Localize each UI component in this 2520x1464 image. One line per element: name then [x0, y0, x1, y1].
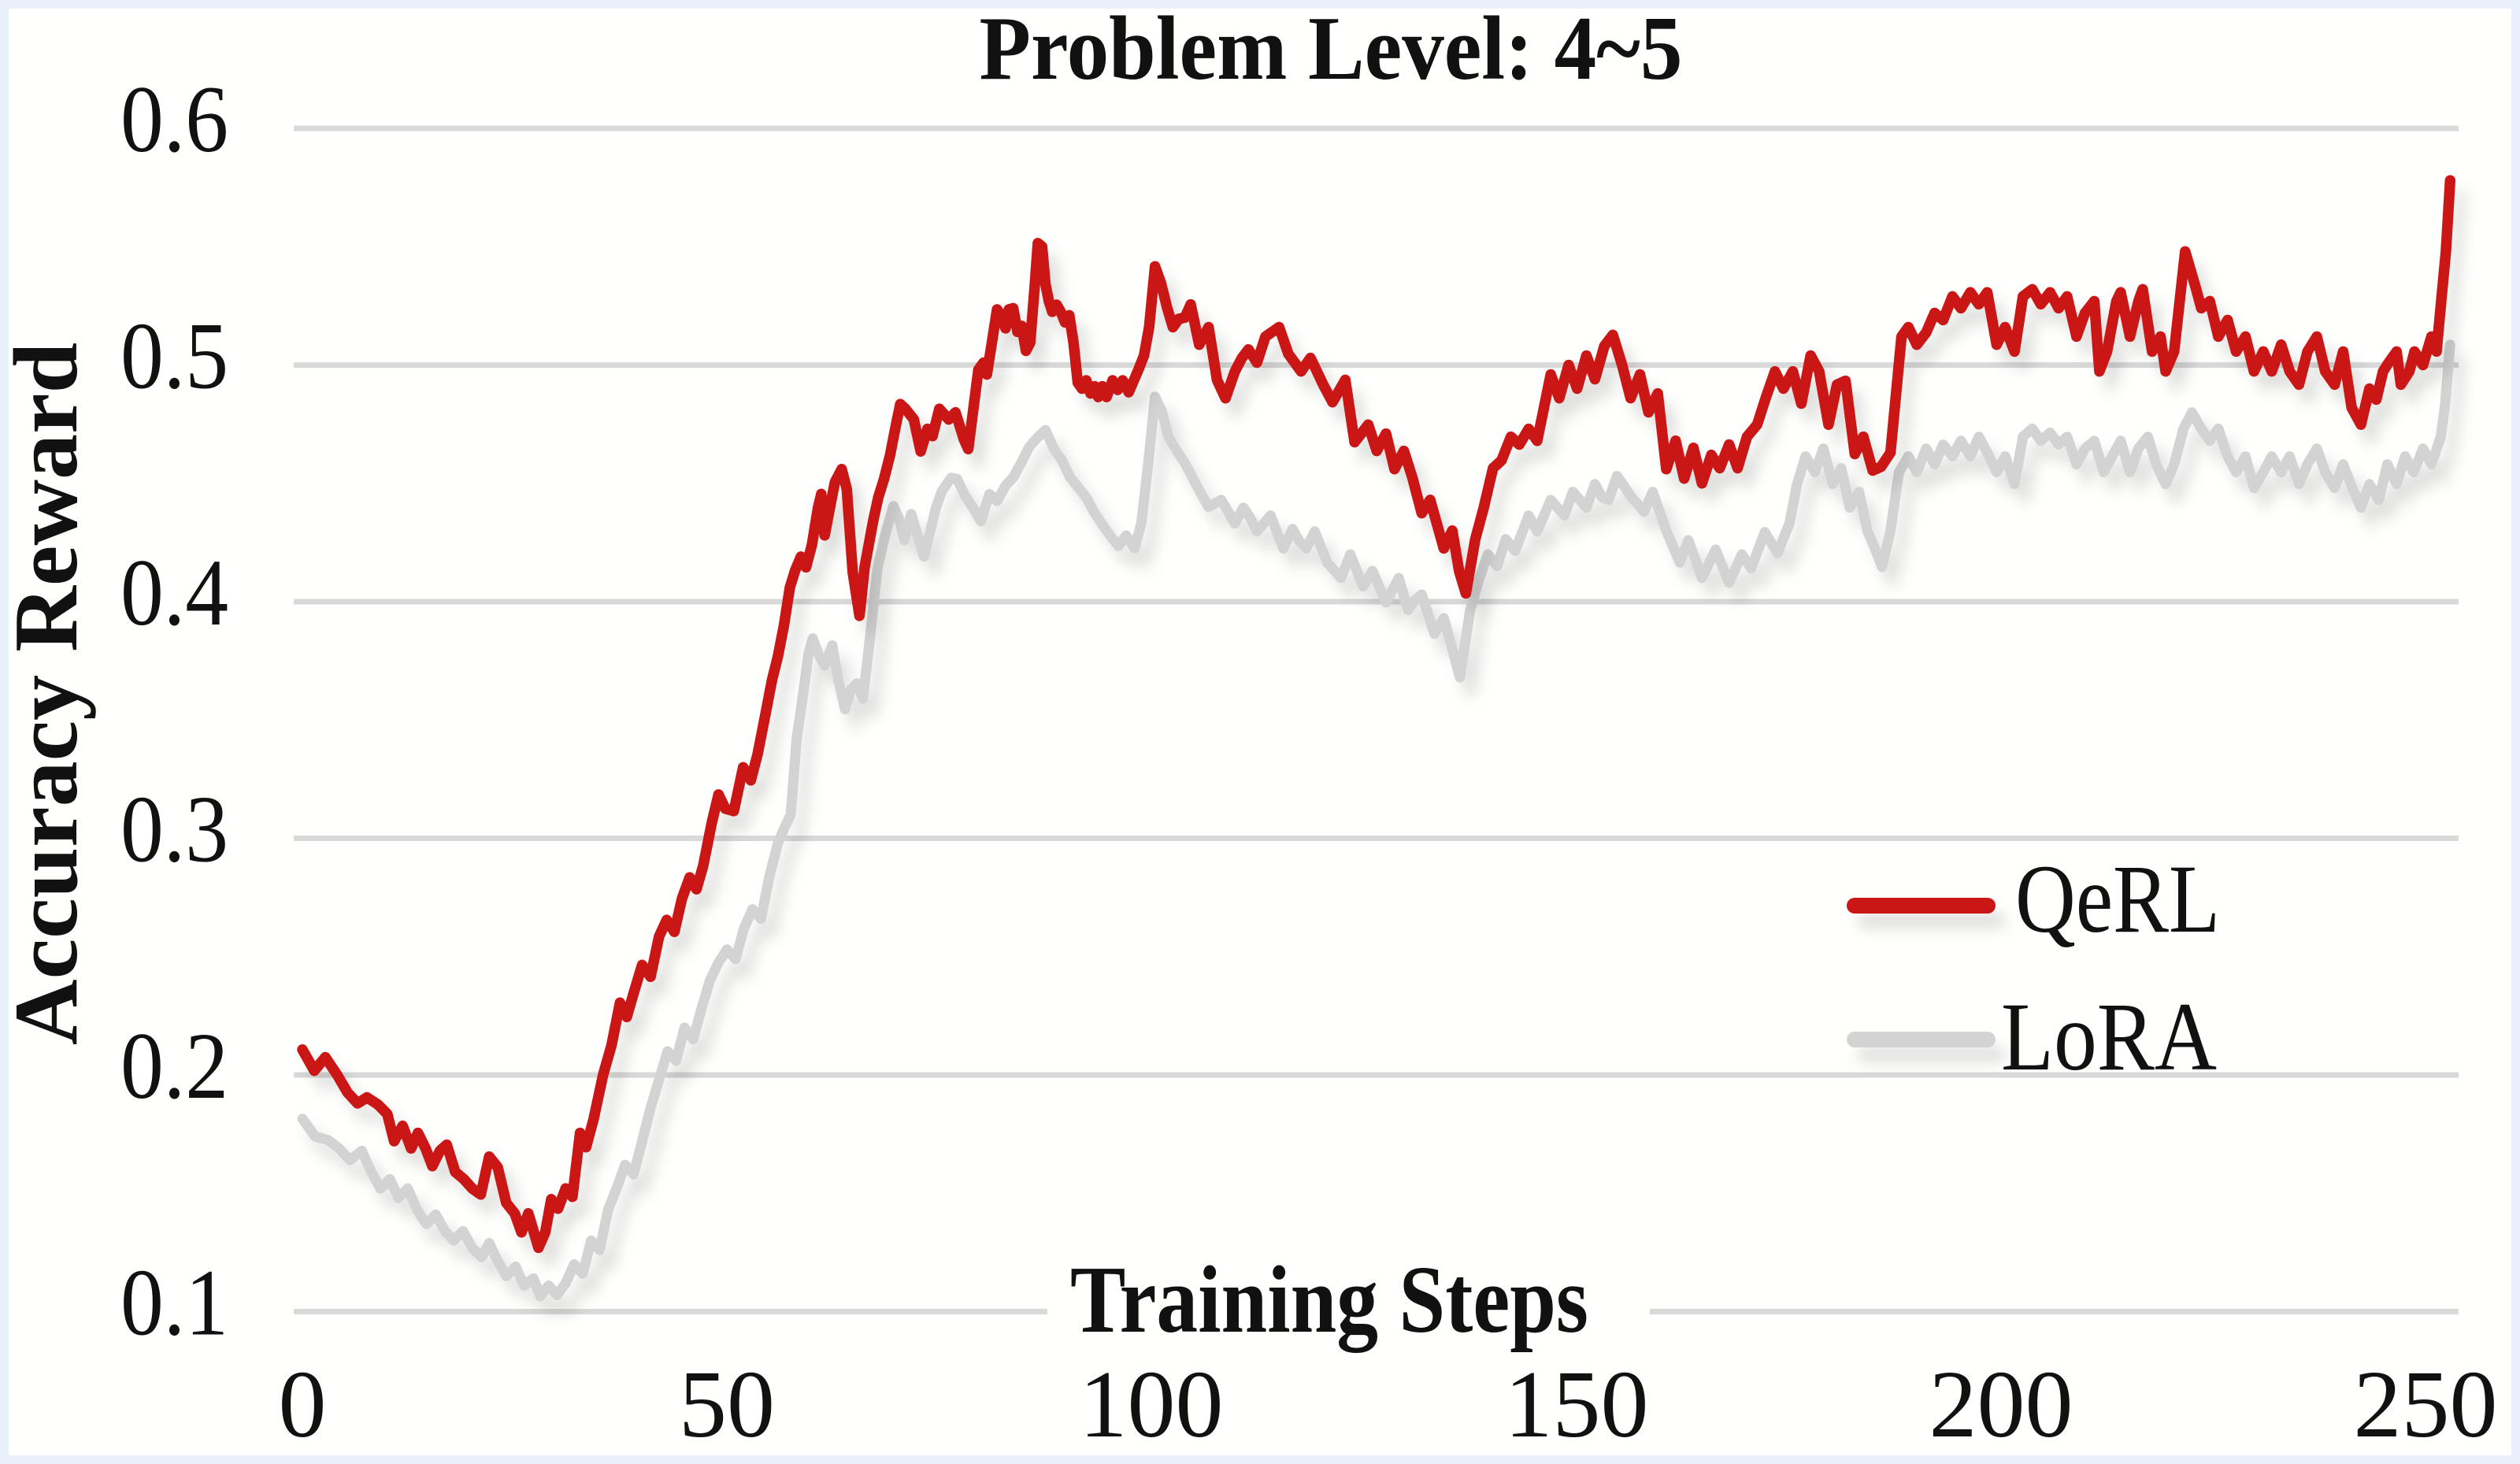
svg-text:0.4: 0.4: [120, 540, 228, 646]
svg-text:0.2: 0.2: [120, 1014, 228, 1119]
svg-text:LoRA: LoRA: [2001, 983, 2217, 1091]
svg-text:Accuracy Reward: Accuracy Reward: [0, 343, 97, 1045]
svg-text:0.6: 0.6: [120, 67, 228, 172]
svg-text:0.3: 0.3: [120, 777, 228, 883]
svg-text:0.1: 0.1: [120, 1251, 228, 1356]
svg-text:100: 100: [1080, 1351, 1224, 1458]
svg-text:QeRL: QeRL: [2015, 845, 2220, 953]
svg-text:50: 50: [679, 1351, 775, 1458]
svg-text:0: 0: [279, 1351, 327, 1458]
svg-text:250: 250: [2354, 1351, 2498, 1458]
svg-text:0.5: 0.5: [120, 304, 228, 410]
svg-text:Problem Level: 4~5: Problem Level: 4~5: [980, 0, 1683, 99]
svg-text:200: 200: [1929, 1351, 2073, 1458]
svg-text:Training Steps: Training Steps: [1070, 1247, 1588, 1353]
svg-text:150: 150: [1505, 1351, 1649, 1458]
